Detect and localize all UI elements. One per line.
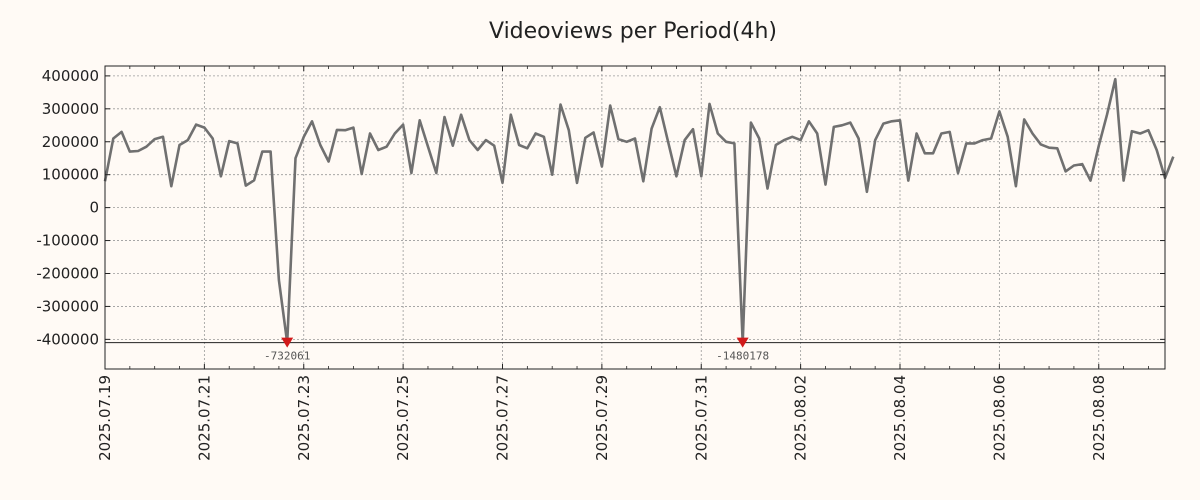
x-tick-label: 2025.07.25 xyxy=(394,375,412,461)
x-tick-label: 2025.08.02 xyxy=(792,375,810,461)
x-tick-label: 2025.07.29 xyxy=(593,375,611,461)
x-tick-label: 2025.08.04 xyxy=(891,375,909,461)
x-tick-label: 2025.07.27 xyxy=(494,375,512,461)
y-tick-label: 300000 xyxy=(42,100,99,118)
y-tick-label: 0 xyxy=(89,199,99,217)
x-tick-label: 2025.08.08 xyxy=(1090,375,1108,461)
outlier-marker xyxy=(736,337,749,348)
y-tick-label: 400000 xyxy=(42,67,99,85)
x-tick-label: 2025.07.21 xyxy=(195,375,213,461)
outlier-marker xyxy=(281,337,294,348)
y-tick-label: 100000 xyxy=(42,166,99,184)
y-tick-label: -300000 xyxy=(36,297,99,315)
y-tick-label: -100000 xyxy=(36,232,99,250)
y-tick-label: -400000 xyxy=(36,330,99,348)
outlier-label: -732061 xyxy=(264,350,310,363)
x-axis-ticks: 2025.07.19 2025.07.21 2025.07.23 2025.07.25… xyxy=(96,66,1149,461)
y-axis-ticks: 400000 300000 200000 100000 0 -100000 -200000 -… xyxy=(36,67,1165,348)
x-tick-label: 2025.07.19 xyxy=(96,375,114,461)
chart-title: Videoviews per Period(4h) xyxy=(489,19,777,44)
x-tick-label: 2025.07.23 xyxy=(295,375,313,461)
x-tick-label: 2025.07.31 xyxy=(692,375,710,461)
y-tick-label: 200000 xyxy=(42,133,99,151)
series-layer xyxy=(103,77,1175,345)
y-tick-label: -200000 xyxy=(36,264,99,282)
series-line xyxy=(103,77,1175,345)
plot-frame xyxy=(104,65,1166,370)
marker-layer: -732061 -1480178 xyxy=(264,337,769,363)
outlier-label: -1480178 xyxy=(716,350,769,363)
grid-layer xyxy=(104,66,1165,369)
x-tick-label: 2025.08.06 xyxy=(990,375,1008,461)
